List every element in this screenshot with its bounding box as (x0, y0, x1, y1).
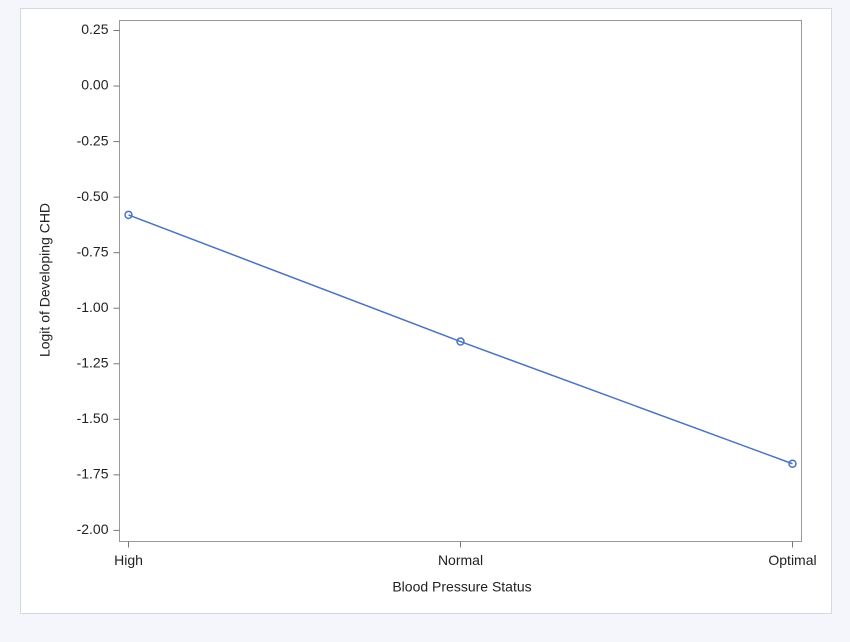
x-tick-label: Normal (438, 552, 483, 568)
panel (20, 8, 832, 614)
y-tick-label: -0.25 (77, 132, 109, 148)
y-tick-label: -1.25 (77, 354, 109, 370)
y-tick-label: 0.25 (81, 21, 108, 37)
y-tick-label: -2.00 (77, 521, 109, 537)
y-axis-title: Logit of Developing CHD (37, 203, 53, 357)
series-line (128, 214, 793, 465)
data-point (456, 337, 465, 346)
x-tick-label: High (114, 552, 143, 568)
y-tick-label: 0.00 (81, 77, 108, 93)
x-axis-title: Blood Pressure Status (392, 579, 531, 595)
y-tick-label: -0.75 (77, 243, 109, 259)
y-tick-label: -1.00 (77, 299, 109, 315)
x-tick-label: Optimal (768, 552, 816, 568)
y-tick-label: -1.75 (77, 466, 109, 482)
y-tick-label: -1.50 (77, 410, 109, 426)
data-point (788, 459, 797, 468)
data-point (124, 210, 133, 220)
y-tick-label: -0.50 (77, 188, 109, 204)
